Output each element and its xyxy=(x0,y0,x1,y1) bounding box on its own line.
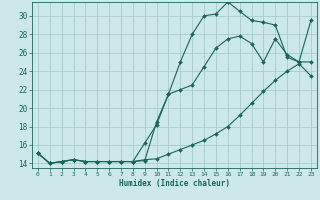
X-axis label: Humidex (Indice chaleur): Humidex (Indice chaleur) xyxy=(119,179,230,188)
